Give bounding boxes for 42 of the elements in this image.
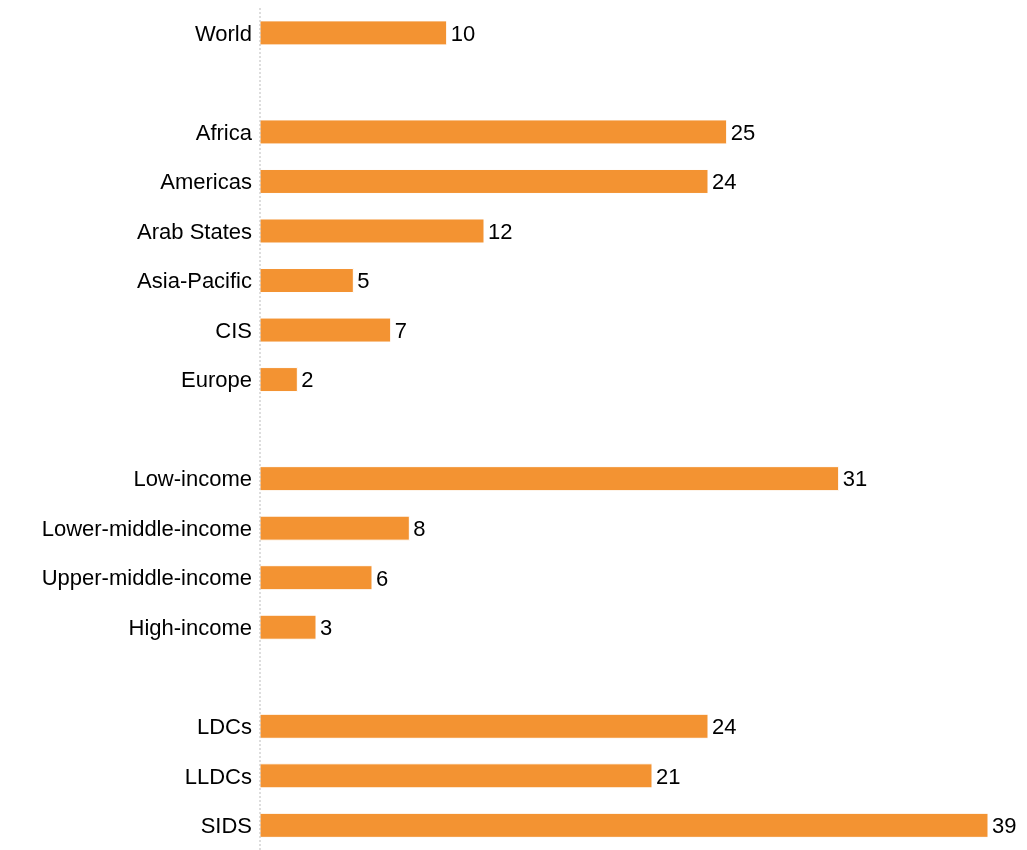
bar	[259, 317, 392, 343]
bar	[259, 268, 354, 294]
data-label: 2	[301, 367, 314, 393]
y-tick-label: World	[194, 20, 252, 46]
data-label: 7	[394, 317, 407, 343]
y-tick-label: High-income	[128, 614, 252, 640]
y-tick-label: Arab States	[137, 218, 252, 244]
bar	[259, 119, 728, 145]
data-label: 39	[992, 813, 1017, 839]
y-tick-label: Africa	[195, 119, 253, 145]
data-label: 6	[376, 565, 389, 591]
data-label: 24	[712, 714, 737, 740]
data-label: 10	[450, 20, 476, 46]
bar	[259, 367, 298, 393]
y-tick-label: LDCs	[196, 713, 252, 739]
bar	[259, 20, 448, 46]
y-tick-label: Americas	[160, 169, 252, 195]
data-label: 3	[320, 615, 333, 641]
bar	[259, 565, 373, 591]
data-label: 5	[357, 268, 370, 294]
y-tick-label: SIDS	[200, 813, 252, 839]
data-label: 12	[488, 218, 513, 244]
bar	[259, 168, 709, 194]
bar	[259, 812, 989, 838]
bar	[259, 763, 653, 789]
data-label: 8	[413, 515, 426, 541]
bar	[259, 713, 709, 739]
y-tick-label: Lower-middle-income	[41, 515, 252, 541]
bar	[259, 614, 317, 640]
bar	[259, 218, 485, 244]
bar	[259, 466, 840, 492]
y-tick-label: Upper-middle-income	[41, 565, 252, 591]
y-tick-label: Asia-Pacific	[137, 268, 252, 294]
y-tick-label: Low-income	[133, 466, 252, 492]
data-label: 31	[842, 466, 868, 492]
data-label: 25	[730, 119, 756, 145]
bar	[259, 515, 410, 541]
data-label: 24	[712, 169, 737, 195]
y-tick-label: LLDCs	[184, 763, 252, 789]
data-label: 21	[656, 763, 681, 789]
y-tick-label: CIS	[215, 317, 252, 343]
y-tick-label: Europe	[181, 367, 252, 393]
